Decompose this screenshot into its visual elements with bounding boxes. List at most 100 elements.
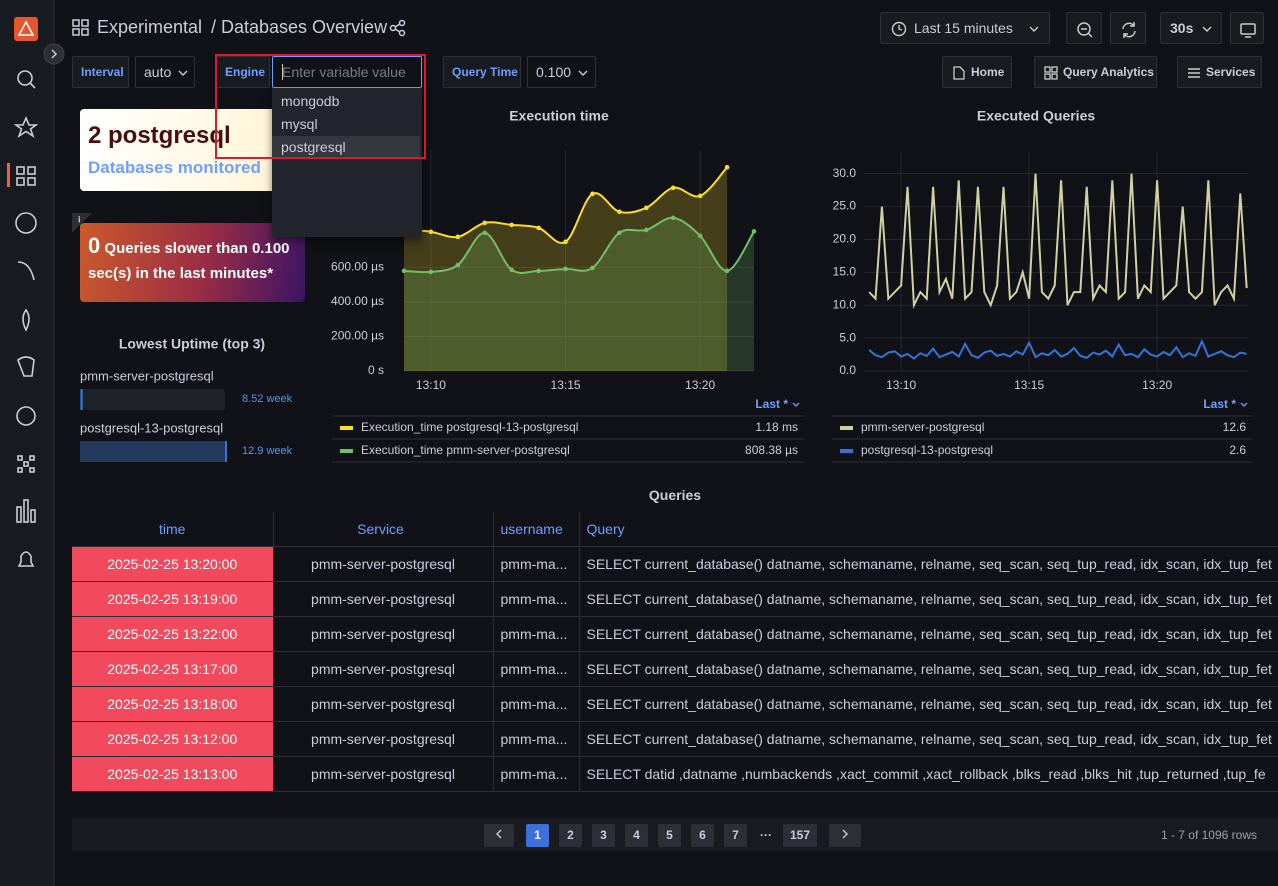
y-tick-label: 30.0 [833,166,857,180]
zoom-out[interactable] [1066,12,1102,44]
sidebar-toggle[interactable] [43,43,65,65]
table-row: 2025-02-25 13:18:00 pmm-server-postgresql… [72,686,1278,722]
series-point [455,262,461,268]
refresh-interval[interactable]: 30s [1160,12,1222,44]
nav-mongodb[interactable] [22,308,30,332]
page-button[interactable]: 1 [526,824,549,847]
y-tick-label: 400.00 µs [331,294,384,308]
column-header[interactable]: username [493,512,580,547]
table-cell: pmm-server-postgresql [273,686,494,722]
legend-label[interactable]: postgresql-13-postgresql [861,443,993,457]
pagination: 1 - 7 of 1096 rows 1 2 3 4 5 6 7 ··· 157 [72,818,1278,851]
table-cell: pmm-ma... [493,686,580,722]
nav-starred[interactable] [13,115,39,138]
nav-mysql[interactable] [17,261,35,281]
series-point [563,239,568,245]
link-services[interactable]: Services [1177,56,1262,88]
page-button[interactable]: 2 [559,824,582,847]
nav-postgresql[interactable] [17,356,35,377]
column-header[interactable]: Query [579,512,1278,547]
column-title: username [500,521,563,537]
queries-table: time Service username Query 2025-02-25 13:2… [72,512,1278,792]
table-row: 2025-02-25 13:13:00 pmm-server-postgresql… [72,756,1278,792]
y-tick-label: 15.0 [833,265,857,279]
variable-label: Interval [72,56,129,88]
table-cell: pmm-ma... [493,616,580,652]
nav-active-indicator [7,163,10,187]
series-line [868,338,1247,360]
table-cell: SELECT current_database() datname, schem… [579,686,1278,722]
link-text: Services [1206,65,1256,79]
page-button[interactable]: 7 [724,824,747,847]
dropdown-option[interactable]: mongodb [281,93,340,109]
link-qan[interactable]: Query Analytics [1034,56,1157,88]
breadcrumb[interactable]: Experimental [97,17,203,37]
nav-haproxy[interactable] [17,455,35,473]
legend-label[interactable]: pmm-server-postgresql [861,420,984,434]
page-button[interactable]: 4 [625,824,648,847]
nav-qan[interactable] [16,499,36,523]
time-range: Last 15 minutes [914,20,1013,36]
legend-header[interactable]: Last * [1203,397,1236,411]
series-point [536,268,541,274]
bar-edge [225,441,227,462]
variable-select[interactable]: auto [135,56,195,88]
share-icon[interactable] [389,19,407,40]
link-text: Query Analytics [1063,65,1154,79]
variable-input[interactable]: Enter variable value [272,56,422,88]
nav-search[interactable] [17,70,36,89]
text-cursor [282,64,283,80]
y-tick-label: 10.0 [833,297,857,311]
y-tick-label: 0.0 [839,363,856,377]
bar-label: postgresql-13-postgresql [80,420,223,435]
nav-explore[interactable] [15,212,37,234]
legend-label[interactable]: Execution_time pmm-server-postgresql [361,443,570,457]
stat-panel: 0 Queries slower than 0.100 sec(s) in th… [80,223,305,302]
link-home[interactable]: Home [942,56,1012,88]
prev-page[interactable] [484,824,514,847]
tv-mode[interactable] [1230,12,1264,44]
page-button[interactable]: 6 [691,824,714,847]
toggle-chevron [51,49,58,59]
table-cell: SELECT current_database() datname, schem… [579,581,1278,617]
panel-title: Execution time [509,108,609,124]
table-cell: SELECT current_database() datname, schem… [579,546,1278,582]
x-tick-label: 13:15 [1014,378,1044,392]
legend-value: 12.6 [1223,420,1247,434]
legend-header[interactable]: Last * [755,397,788,411]
stat-label: Databases monitored [88,158,261,177]
time-picker[interactable]: Last 15 minutes [880,12,1050,44]
page-button[interactable]: 5 [658,824,681,847]
y-tick-label: 0 s [368,363,384,377]
refresh[interactable] [1110,12,1146,44]
page-button[interactable]: 157 [783,824,817,847]
page-button[interactable]: 3 [592,824,615,847]
dropdown-option[interactable]: mysql [281,116,318,132]
series-area [404,217,754,371]
column-header[interactable]: time [72,512,274,547]
placeholder: Enter variable value [282,64,406,80]
bar-value: 12.9 week [242,445,293,457]
nav-proxysql[interactable] [16,406,36,426]
series-point [697,233,703,239]
time-cell: 2025-02-25 13:18:00 [72,686,274,722]
dropdown-option[interactable]: postgresql [272,136,420,159]
svg-text:i: i [78,214,81,224]
panel-title: Queries [648,487,702,503]
row-summary: 1 - 7 of 1096 rows [1160,828,1257,842]
nav-alerting[interactable] [17,551,35,567]
series-point [724,268,730,274]
x-tick-label: 13:20 [685,378,715,392]
stat-panel: 2 postgresql Databases monitored [80,109,305,191]
nav-dashboards[interactable] [16,166,36,186]
table-cell: pmm-ma... [493,721,580,757]
y-tick-label: 20.0 [833,232,857,246]
variable-select[interactable]: 0.100 [527,56,596,88]
column-header[interactable]: Service [273,512,494,547]
bar-edge [80,389,83,410]
table-row: 2025-02-25 13:20:00 pmm-server-postgresql… [72,546,1278,582]
legend-label[interactable]: Execution_time postgresql-13-postgresql [361,420,578,434]
series-point [536,225,541,231]
next-page[interactable] [829,824,861,847]
series-line [403,216,755,274]
